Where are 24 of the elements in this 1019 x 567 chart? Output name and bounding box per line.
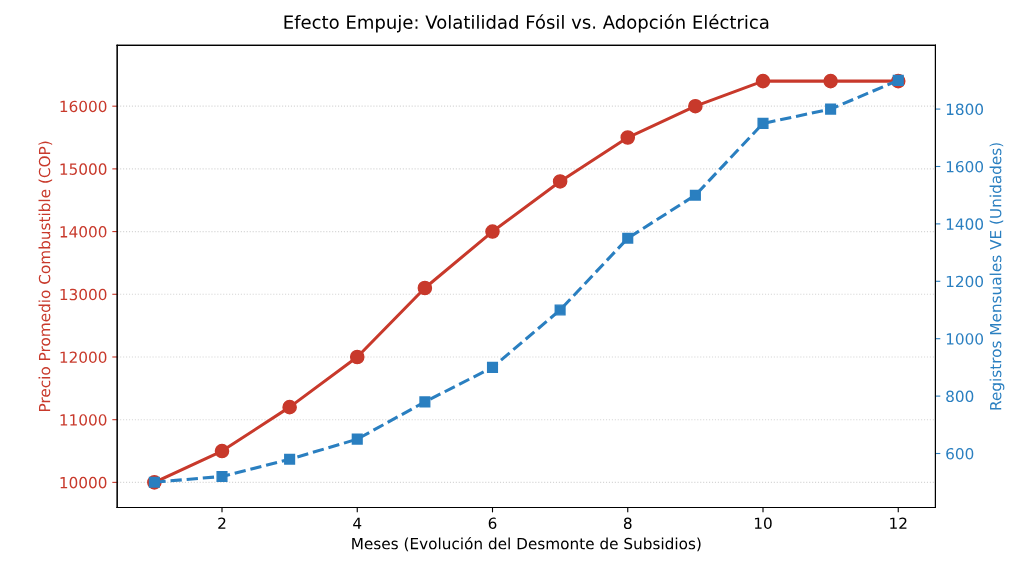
- y2-tick-label: 1200: [946, 275, 984, 288]
- y2-tick-label: 1800: [946, 103, 984, 116]
- y-tick-label: 15000: [60, 163, 107, 175]
- y2-tick-label: 800: [946, 390, 974, 403]
- y-tick-label: 16000: [60, 100, 107, 113]
- y-tick-label: 10000: [60, 476, 107, 489]
- y2-tick-label: 1400: [946, 218, 984, 230]
- y-axis-title: Precio Promedio Combustible (COP): [38, 141, 53, 412]
- chart-title: Efecto Empuje: Volatilidad Fósil vs. Adopción Eléctrica: [284, 14, 769, 33]
- x-axis-title: Meses (Evolución del Desmonte de Subsidios): [352, 536, 701, 552]
- y2-tick-label: 1600: [946, 160, 984, 173]
- y2-axis-title: Registros Mensuales VE (Unidades): [989, 143, 1005, 410]
- y2-tick-label: 600: [946, 447, 974, 460]
- x-tick-label: 10: [754, 517, 772, 530]
- x-tick-label: 12: [890, 517, 907, 529]
- x-tick-label: 2: [218, 517, 226, 529]
- y-tick-label: 12000: [60, 351, 107, 363]
- y-tick-label: 11000: [60, 414, 107, 426]
- y-tick-label: 13000: [60, 288, 107, 301]
- x-tick-label: 8: [623, 517, 632, 530]
- x-tick-label: 6: [488, 517, 497, 530]
- x-tick-label: 4: [353, 517, 362, 529]
- y2-tick-label: 1000: [946, 333, 984, 345]
- y-tick-label: 14000: [60, 226, 107, 238]
